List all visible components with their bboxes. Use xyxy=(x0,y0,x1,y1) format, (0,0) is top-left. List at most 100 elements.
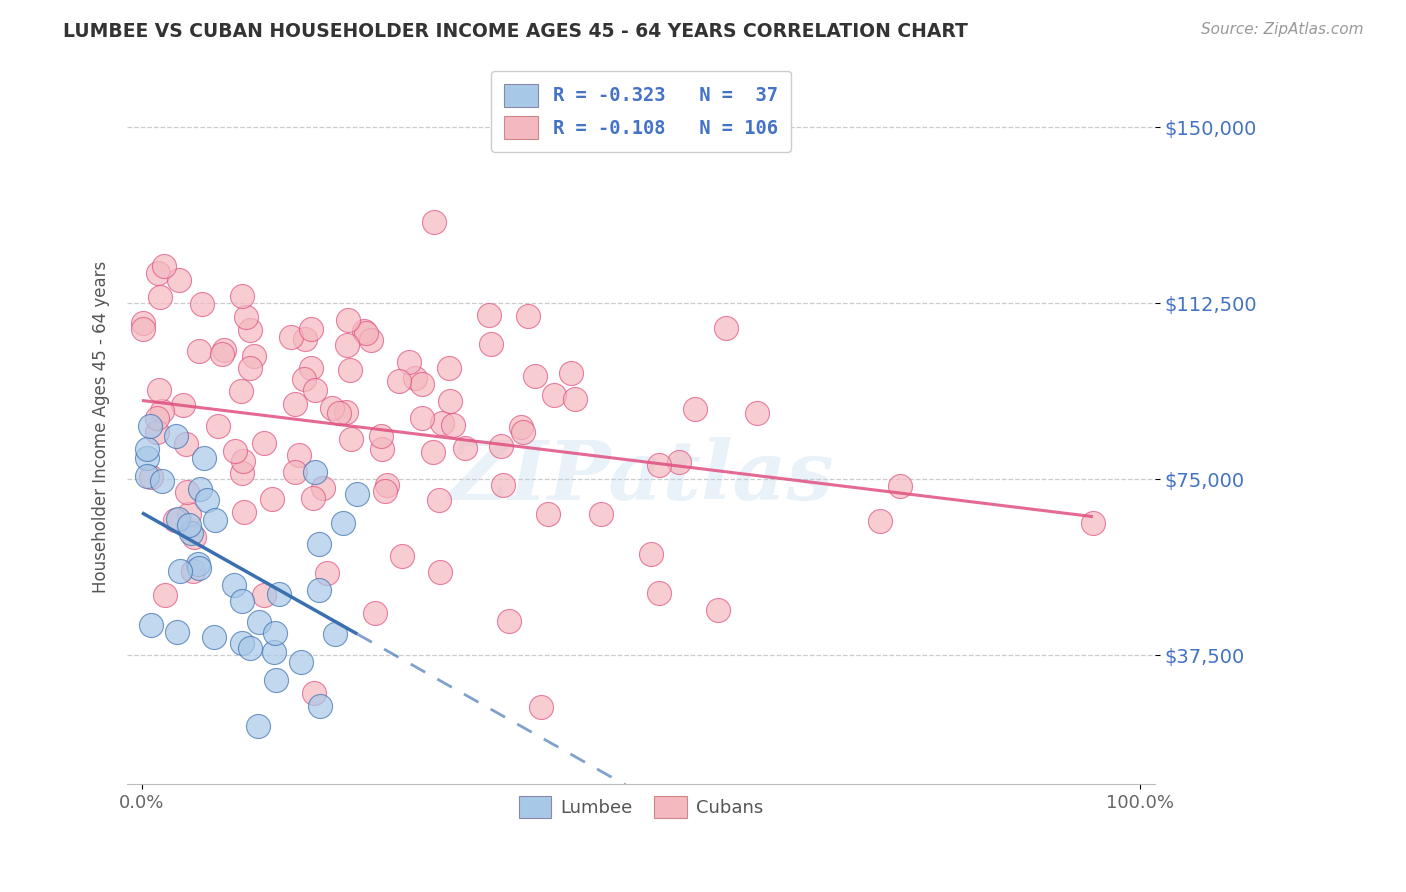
Point xyxy=(222,578,245,592)
Point xyxy=(290,655,312,669)
Point xyxy=(177,507,200,521)
Point xyxy=(207,418,229,433)
Point xyxy=(492,477,515,491)
Point xyxy=(647,458,669,473)
Text: LUMBEE VS CUBAN HOUSEHOLDER INCOME AGES 45 - 64 YEARS CORRELATION CHART: LUMBEE VS CUBAN HOUSEHOLDER INCOME AGES … xyxy=(63,22,969,41)
Point xyxy=(640,547,662,561)
Point xyxy=(683,401,706,416)
Point xyxy=(165,429,187,443)
Point xyxy=(422,215,444,229)
Point xyxy=(284,466,307,480)
Point xyxy=(564,392,586,406)
Point xyxy=(288,448,311,462)
Point xyxy=(212,343,235,357)
Point xyxy=(543,388,565,402)
Point xyxy=(299,322,322,336)
Point xyxy=(1081,516,1104,530)
Point xyxy=(183,530,205,544)
Point xyxy=(716,320,738,334)
Point xyxy=(668,455,690,469)
Text: Source: ZipAtlas.com: Source: ZipAtlas.com xyxy=(1201,22,1364,37)
Point xyxy=(309,699,332,714)
Point xyxy=(188,482,211,496)
Point xyxy=(247,615,270,629)
Point xyxy=(193,450,215,465)
Point xyxy=(411,410,433,425)
Point xyxy=(231,384,253,398)
Point xyxy=(150,474,173,488)
Point xyxy=(441,417,464,432)
Point xyxy=(363,606,385,620)
Point xyxy=(148,383,170,397)
Point xyxy=(489,439,512,453)
Point xyxy=(478,308,501,322)
Point xyxy=(284,397,307,411)
Point xyxy=(176,484,198,499)
Point xyxy=(253,436,276,450)
Point xyxy=(187,344,209,359)
Point xyxy=(560,367,582,381)
Point xyxy=(263,644,285,658)
Point xyxy=(176,437,198,451)
Point xyxy=(336,313,359,327)
Point xyxy=(139,470,162,484)
Point xyxy=(155,588,177,602)
Point xyxy=(301,491,323,505)
Point xyxy=(354,326,377,340)
Point xyxy=(132,321,155,335)
Point xyxy=(308,582,330,597)
Point xyxy=(523,369,546,384)
Point xyxy=(339,362,361,376)
Point xyxy=(430,416,453,430)
Point xyxy=(239,322,262,336)
Point xyxy=(353,324,375,338)
Point xyxy=(336,337,359,351)
Point xyxy=(152,404,174,418)
Point xyxy=(304,383,326,397)
Point xyxy=(136,442,159,456)
Point xyxy=(231,466,253,480)
Point xyxy=(437,361,460,376)
Point xyxy=(516,310,538,324)
Point xyxy=(391,549,413,563)
Point xyxy=(498,614,520,628)
Point xyxy=(280,330,302,344)
Point xyxy=(294,332,316,346)
Point xyxy=(235,310,257,324)
Point xyxy=(264,673,287,687)
Point xyxy=(253,588,276,602)
Point xyxy=(360,333,382,347)
Point xyxy=(377,478,399,492)
Point xyxy=(181,564,204,578)
Point xyxy=(707,603,730,617)
Point xyxy=(242,349,264,363)
Point xyxy=(869,514,891,528)
Legend: Lumbee, Cubans: Lumbee, Cubans xyxy=(512,789,770,825)
Point xyxy=(224,443,246,458)
Point xyxy=(202,631,225,645)
Point xyxy=(398,355,420,369)
Point xyxy=(146,410,169,425)
Point xyxy=(188,560,211,574)
Point xyxy=(589,508,612,522)
Point xyxy=(530,699,553,714)
Point xyxy=(404,371,426,385)
Point xyxy=(335,405,357,419)
Point xyxy=(231,593,253,607)
Point xyxy=(439,393,461,408)
Point xyxy=(332,516,354,530)
Point xyxy=(315,566,337,580)
Point xyxy=(149,290,172,304)
Point xyxy=(177,518,200,533)
Point xyxy=(479,337,502,351)
Point xyxy=(153,259,176,273)
Point xyxy=(231,289,253,303)
Point xyxy=(136,450,159,465)
Point xyxy=(269,587,291,601)
Point xyxy=(195,493,218,508)
Point xyxy=(132,316,155,330)
Point xyxy=(370,429,392,443)
Point xyxy=(747,406,769,420)
Text: ZIPatlas: ZIPatlas xyxy=(449,436,834,516)
Point xyxy=(239,360,262,375)
